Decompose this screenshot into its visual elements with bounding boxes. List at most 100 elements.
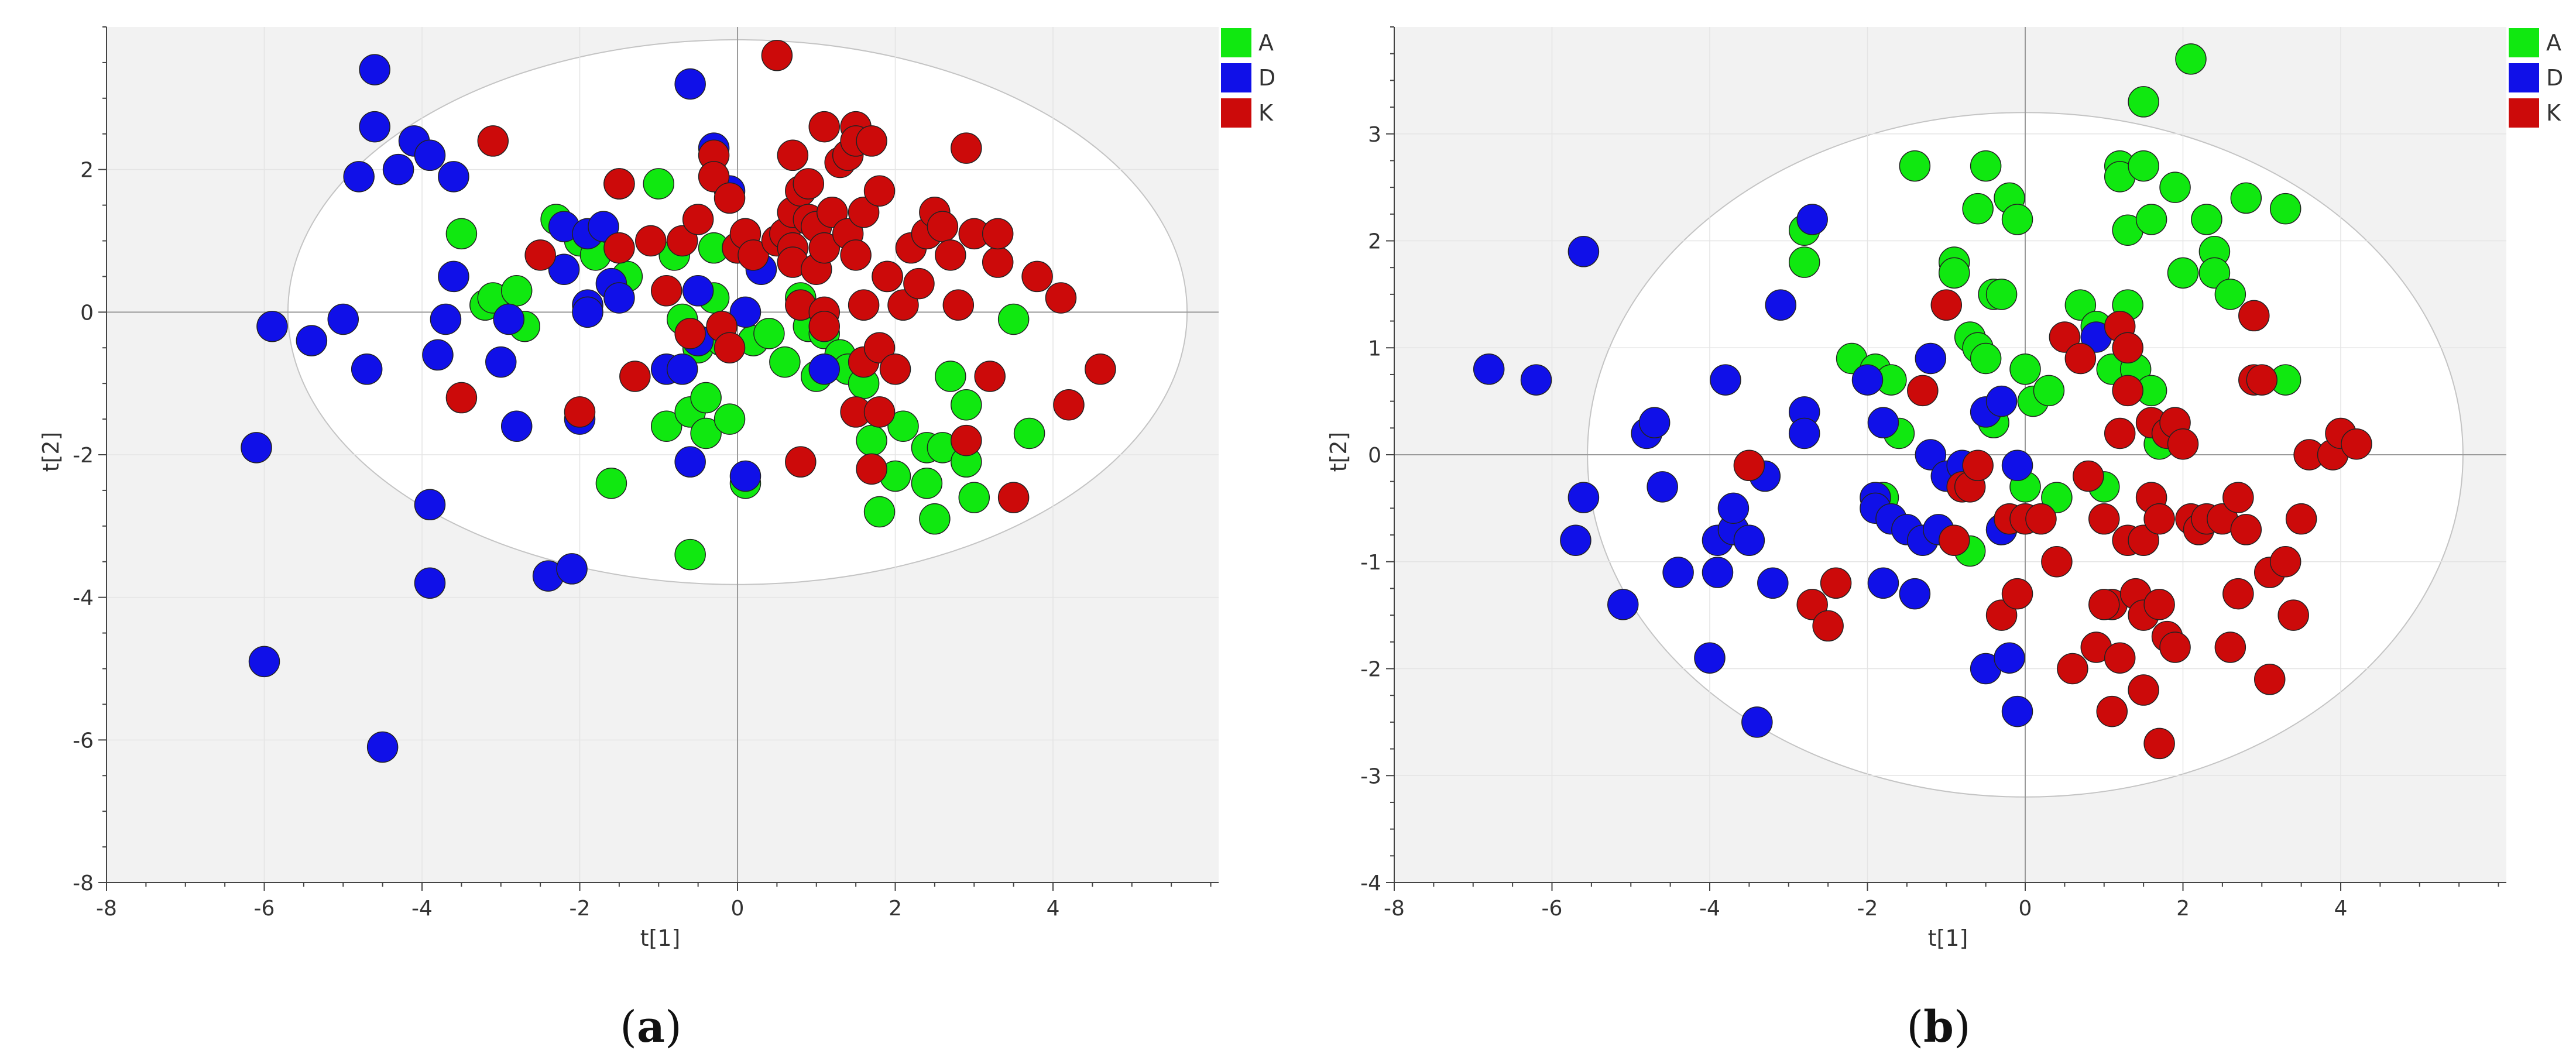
point-D-b bbox=[1994, 642, 2025, 674]
point-K-a bbox=[698, 161, 730, 193]
panel-caption-b: (b) bbox=[1906, 1002, 1971, 1052]
point-D-a bbox=[366, 731, 399, 763]
point-A-b bbox=[1788, 246, 1820, 278]
point-K-b bbox=[2049, 321, 2081, 353]
point-A-b bbox=[2041, 482, 2073, 513]
x-axis-title-a: t[1] bbox=[640, 925, 681, 951]
point-K-a bbox=[603, 232, 635, 264]
y-tick-label-a: -6 bbox=[73, 729, 94, 753]
point-D-a bbox=[382, 153, 414, 186]
point-K-b bbox=[1796, 589, 1828, 620]
point-K-b bbox=[2073, 460, 2104, 492]
point-A-b bbox=[1985, 279, 2018, 310]
point-K-a bbox=[816, 197, 848, 228]
point-K-b bbox=[2285, 503, 2317, 535]
point-K-b bbox=[2104, 417, 2136, 449]
point-K-a bbox=[951, 132, 982, 164]
y-tick-label-a: -4 bbox=[73, 586, 94, 610]
y-tick-label-b: -1 bbox=[1360, 551, 1381, 575]
point-A-b bbox=[1899, 150, 1931, 182]
caption-letter-b: b bbox=[1923, 1002, 1954, 1052]
point-K-a bbox=[793, 168, 825, 200]
point-D-a bbox=[256, 310, 288, 342]
point-D-b bbox=[1867, 567, 1899, 599]
point-A-b bbox=[2175, 43, 2207, 75]
point-A-a bbox=[769, 346, 801, 378]
point-K-a bbox=[856, 453, 887, 485]
point-D-a bbox=[808, 353, 840, 385]
point-K-a bbox=[808, 111, 840, 143]
y-tick-label-b: 0 bbox=[1368, 444, 1381, 468]
point-D-b bbox=[1765, 289, 1797, 321]
point-D-a bbox=[327, 303, 359, 335]
point-A-b bbox=[1962, 193, 1994, 225]
point-K-b bbox=[2159, 631, 2191, 663]
point-K-a bbox=[863, 332, 896, 363]
legend-a: ADK bbox=[1221, 28, 1275, 128]
point-D-b bbox=[1567, 482, 1600, 513]
legend-label-D-a: D bbox=[1258, 65, 1275, 91]
point-A-b bbox=[2159, 171, 2191, 203]
point-K-b bbox=[1985, 599, 2018, 631]
plot-area-a: -8 -6 -4 -2 0 2 4 -8 -6 -4 -2 0 2 bbox=[73, 26, 1219, 921]
point-A-b bbox=[2128, 86, 2159, 118]
point-A-a bbox=[690, 382, 722, 414]
scatter-plot-b: -8 -6 -4 -2 0 2 4 -4 -3 -2 -1 0 1 2 3 t[1] t[2] ADK (b… bbox=[1326, 26, 2563, 1052]
point-D-a bbox=[674, 68, 706, 100]
x-tick-label-b: -6 bbox=[1542, 897, 1563, 921]
point-D-a bbox=[500, 410, 533, 442]
point-K-b bbox=[2214, 631, 2246, 663]
point-K-b bbox=[2341, 428, 2372, 460]
y-tick-label-b: -3 bbox=[1360, 764, 1381, 788]
point-K-b bbox=[2128, 674, 2159, 706]
caption-letter-a: a bbox=[637, 1002, 665, 1052]
point-K-a bbox=[863, 396, 896, 428]
point-K-a bbox=[856, 125, 887, 157]
point-K-a bbox=[951, 424, 982, 457]
point-D-b bbox=[1733, 524, 1765, 556]
point-D-a bbox=[422, 339, 454, 371]
point-K-a bbox=[879, 353, 911, 385]
y-tick-label-b: -4 bbox=[1360, 871, 1381, 895]
point-K-a bbox=[808, 310, 840, 342]
point-A-a bbox=[919, 503, 951, 535]
point-K-b bbox=[1962, 449, 1994, 482]
point-K-b bbox=[2001, 578, 2033, 610]
point-K-a bbox=[682, 204, 714, 235]
point-K-a bbox=[872, 260, 903, 293]
y-tick-label-a: -8 bbox=[73, 871, 94, 895]
point-K-a bbox=[738, 239, 769, 271]
point-A-b bbox=[2135, 204, 2167, 235]
point-K-b bbox=[2253, 664, 2286, 695]
point-K-b bbox=[2096, 695, 2128, 727]
x-tick-label-b: -2 bbox=[1857, 897, 1878, 921]
point-D-b bbox=[1867, 407, 1899, 438]
point-D-b bbox=[1702, 557, 1734, 588]
legend-b: ADK bbox=[2509, 28, 2563, 128]
point-K-a bbox=[863, 175, 896, 207]
point-D-a bbox=[414, 567, 446, 599]
point-D-b bbox=[1899, 578, 1931, 610]
point-D-a bbox=[438, 161, 469, 193]
point-D-a bbox=[674, 446, 706, 478]
y-tick-label-a: -2 bbox=[73, 444, 94, 468]
y-tick-label-b: 2 bbox=[1368, 230, 1381, 254]
point-K-a bbox=[974, 361, 1006, 392]
point-K-b bbox=[2277, 599, 2309, 631]
point-A-b bbox=[1970, 342, 2002, 375]
point-A-a bbox=[935, 361, 966, 392]
y-tick-label-a: 2 bbox=[80, 159, 94, 183]
caption-close-paren-b: ) bbox=[1954, 1002, 1971, 1052]
point-D-a bbox=[414, 139, 446, 171]
point-K-a bbox=[1045, 282, 1077, 314]
point-A-a bbox=[753, 318, 785, 349]
point-K-b bbox=[1812, 610, 1844, 642]
point-K-b bbox=[2143, 503, 2175, 535]
point-D-b bbox=[2001, 695, 2033, 727]
x-tick-label-a: 2 bbox=[889, 897, 902, 921]
point-K-b bbox=[1733, 449, 1765, 482]
point-A-b bbox=[2128, 150, 2159, 182]
y-axis-title-a: t[2] bbox=[38, 432, 64, 472]
point-K-b bbox=[1907, 375, 1939, 407]
point-D-b bbox=[1985, 385, 2018, 417]
